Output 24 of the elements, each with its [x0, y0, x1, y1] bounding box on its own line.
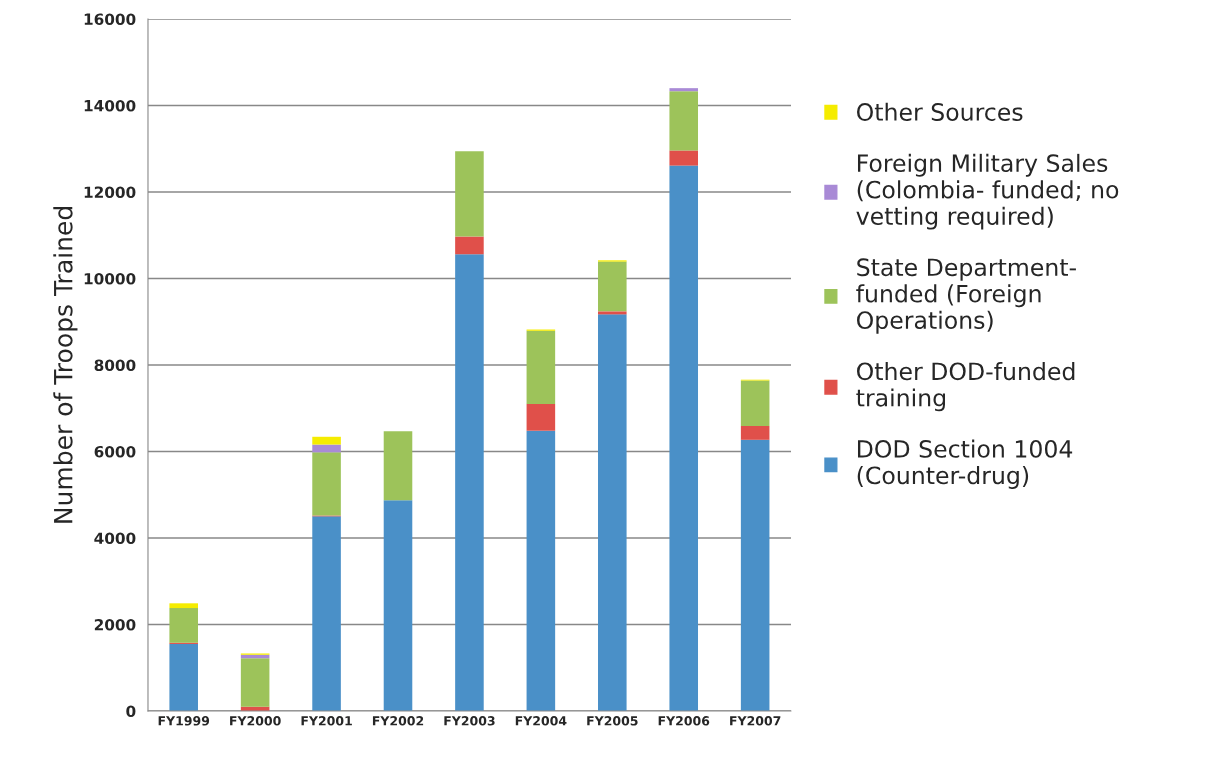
legend-label: Foreign Military Sales (Colombia- funded; no vetting required): [856, 153, 1119, 230]
y-tick-label: 4000: [94, 532, 136, 545]
x-tick-label: FY2003: [444, 716, 495, 726]
legend-label: DOD Section 1004 (Counter-drug): [857, 439, 1073, 489]
x-tick-label: FY2002: [372, 716, 424, 726]
x-tick-label: FY2006: [658, 716, 710, 726]
y-tick-label: 12000: [84, 186, 136, 198]
legend-label: State Department- funded (Foreign Operations): [856, 258, 1076, 334]
y-tick-label: 2000: [94, 618, 136, 631]
x-tick-label: FY2004: [515, 716, 567, 726]
x-tick-label: FY2007: [730, 716, 781, 726]
x-tick-label: FY1999: [158, 716, 210, 726]
legend-label: Other DOD-funded training: [856, 361, 1075, 412]
y-tick-label: 14000: [84, 99, 136, 112]
y-tick-label: 0: [126, 705, 136, 718]
y-tick-label: 16000: [84, 13, 136, 25]
x-tick-label: FY2005: [587, 716, 638, 726]
x-tick-label: FY2000: [230, 716, 281, 726]
y-tick-label: 6000: [94, 445, 136, 458]
y-tick-label: 8000: [94, 359, 136, 371]
y-axis-title: Number of Troops Trained: [53, 207, 78, 523]
legend-label: Other Sources: [857, 102, 1023, 121]
x-tick-label: FY2001: [301, 716, 352, 726]
y-tick-label: 10000: [84, 272, 136, 285]
